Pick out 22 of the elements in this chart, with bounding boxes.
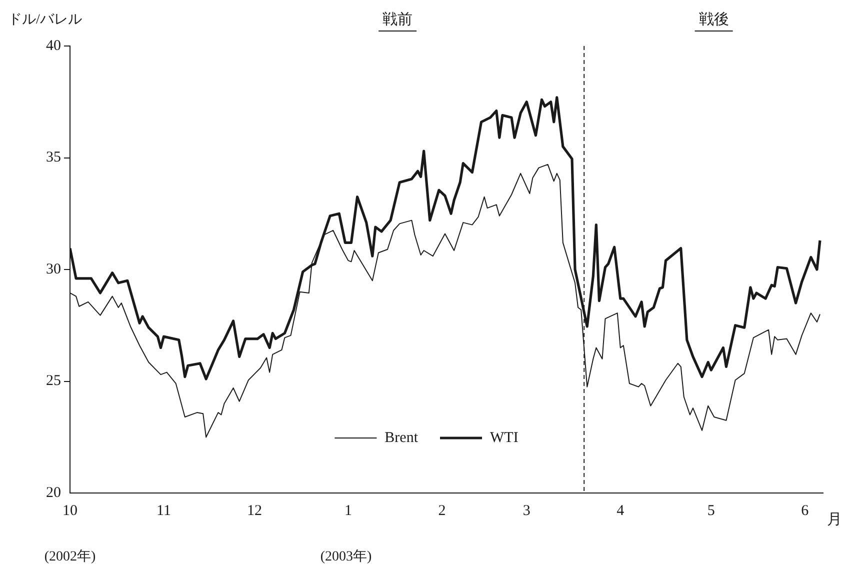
y-tick-label: 25: [46, 373, 61, 390]
x-tick-label: 1: [344, 502, 352, 519]
text: 戦後: [698, 10, 729, 28]
x-tick-label: 12: [246, 502, 262, 519]
legend-label: Brent: [384, 430, 419, 446]
text: (2003年): [320, 548, 372, 565]
y-tick-label: 20: [46, 484, 61, 501]
x-tick-label: 3: [522, 502, 530, 519]
x-tick-label: 6: [801, 502, 810, 519]
text: (2002年): [44, 548, 96, 565]
y-tick-label: 40: [46, 38, 61, 54]
text: 戦前: [382, 10, 413, 28]
x-tick-label: 2: [438, 502, 446, 519]
x-tick-label: 4: [616, 502, 625, 519]
x-tick-label: 5: [707, 502, 715, 519]
y-axis-title: ドル/バレル: [8, 12, 82, 28]
x-axis-title: 月: [827, 512, 842, 528]
y-tick-label: 35: [46, 150, 61, 166]
legend-label: WTI: [490, 430, 518, 446]
x-tick-label: 10: [62, 502, 78, 519]
y-tick-label: 30: [46, 261, 61, 278]
x-tick-label: 11: [156, 502, 171, 519]
